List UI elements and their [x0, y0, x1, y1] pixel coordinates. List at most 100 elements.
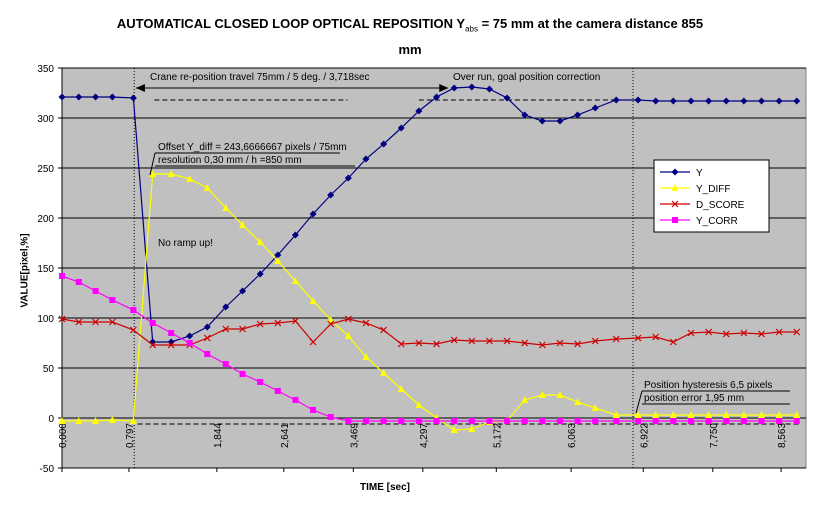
data-point-y_corr — [415, 418, 422, 424]
data-point-y_corr — [109, 297, 116, 303]
data-point-y_corr — [380, 418, 387, 424]
data-point-d_score — [397, 340, 405, 348]
data-point-y_corr — [292, 397, 299, 403]
data-point-d_score — [722, 330, 730, 338]
data-point-d_score — [58, 315, 66, 323]
data-point-y_corr — [539, 418, 546, 424]
annotation-offset-line2: resolution 0,30 mm / h =850 mm — [158, 155, 302, 166]
legend-label: Y — [696, 168, 703, 179]
data-point-y_corr — [274, 388, 281, 394]
data-point-y_corr — [556, 418, 563, 424]
x-tick-label: 2,641 — [280, 423, 291, 448]
data-point-y_corr — [257, 379, 264, 385]
data-point-d_score — [344, 315, 352, 323]
data-point-y_corr — [758, 418, 765, 424]
data-point-y — [521, 111, 529, 119]
data-point-y — [75, 93, 83, 101]
data-point-y — [591, 104, 599, 112]
data-point-d_score — [129, 326, 137, 334]
data-point-y — [669, 97, 677, 105]
data-point-d_score — [327, 320, 335, 328]
data-point-y_diff — [687, 411, 695, 418]
data-point-y_corr — [687, 418, 694, 424]
data-point-y_diff — [256, 238, 264, 245]
data-point-d_score — [92, 318, 100, 326]
y-tick-label: 350 — [37, 64, 54, 75]
legend-label: Y_CORR — [696, 216, 738, 227]
y-tick-label: 250 — [37, 164, 54, 175]
data-point-y — [538, 117, 546, 125]
data-point-y_corr — [670, 418, 677, 424]
data-point-y_diff — [612, 411, 620, 418]
data-point-y — [722, 97, 730, 105]
y-axis-label: VALUE[pixel,%] — [19, 233, 31, 308]
annotation-hysteresis-line2: position error 1,95 mm — [644, 393, 744, 404]
y-tick-label: 200 — [37, 214, 54, 225]
data-point-y_corr — [776, 418, 783, 424]
data-point-y_diff — [634, 411, 642, 418]
title-subscript: abs — [465, 24, 478, 34]
data-point-y_corr — [345, 418, 352, 424]
x-axis-label: TIME [sec] — [360, 482, 411, 493]
data-point-y_diff — [793, 411, 801, 418]
data-point-y_corr — [149, 320, 156, 326]
data-point-y — [362, 155, 370, 163]
data-point-d_score — [793, 328, 801, 336]
data-point-y_diff — [722, 411, 730, 418]
data-point-y_diff — [129, 417, 137, 424]
data-point-y — [274, 251, 282, 259]
data-point-d_score — [450, 336, 458, 344]
data-point-y_diff — [669, 411, 677, 418]
data-point-d_score — [380, 326, 388, 334]
data-point-y — [222, 303, 230, 311]
x-tick-label: 4,297 — [419, 423, 430, 448]
annotation-hysteresis-line1: Position hysteresis 6,5 pixels — [644, 380, 772, 391]
data-point-y — [556, 117, 564, 125]
data-point-d_score — [652, 333, 660, 341]
data-point-y — [397, 124, 405, 132]
data-point-y — [687, 97, 695, 105]
data-point-d_score — [75, 318, 83, 326]
chart-title: AUTOMATICAL CLOSED LOOP OPTICAL REPOSITI… — [80, 14, 740, 60]
data-point-y_diff — [775, 411, 783, 418]
data-point-y_diff — [291, 277, 299, 284]
data-point-d_score — [222, 325, 230, 333]
data-point-y — [485, 85, 493, 93]
data-point-d_score — [521, 339, 529, 347]
data-point-y_corr — [327, 414, 334, 420]
legend-marker — [672, 217, 678, 223]
data-point-y_corr — [574, 418, 581, 424]
data-point-y_corr — [723, 418, 730, 424]
legend-marker — [671, 200, 679, 208]
data-point-y_diff — [108, 416, 116, 423]
data-point-d_score — [775, 328, 783, 336]
data-point-d_score — [612, 335, 620, 343]
data-point-y_corr — [451, 418, 458, 424]
data-point-y_diff — [380, 369, 388, 376]
x-tick-label: 6,063 — [567, 423, 578, 448]
data-point-d_score — [556, 339, 564, 347]
x-tick-label: 7,750 — [709, 423, 720, 448]
x-tick-label: 0,000 — [58, 423, 69, 448]
data-point-d_score — [758, 330, 765, 338]
data-point-d_score — [415, 339, 423, 347]
data-point-y_corr — [168, 330, 175, 336]
data-point-y_diff — [574, 398, 582, 405]
x-tick-label: 8,563 — [777, 423, 788, 448]
data-point-y_diff — [222, 204, 230, 211]
title-rest: = 75 mm at the camera distance 855 — [477, 16, 704, 31]
annotation-no-ramp: No ramp up! — [158, 238, 213, 249]
data-point-y_corr — [75, 279, 82, 285]
data-point-d_score — [292, 317, 299, 325]
data-point-d_score — [591, 337, 599, 345]
data-point-d_score — [503, 337, 511, 345]
data-point-y_corr — [521, 418, 528, 424]
data-point-y — [652, 97, 660, 105]
data-point-y — [203, 323, 211, 331]
x-tick-label: 3,469 — [349, 423, 360, 448]
data-point-y_diff — [591, 404, 599, 411]
data-point-y_corr — [635, 418, 642, 424]
data-point-y — [327, 191, 335, 199]
annotation-leader — [635, 390, 643, 414]
data-point-y — [256, 270, 264, 278]
